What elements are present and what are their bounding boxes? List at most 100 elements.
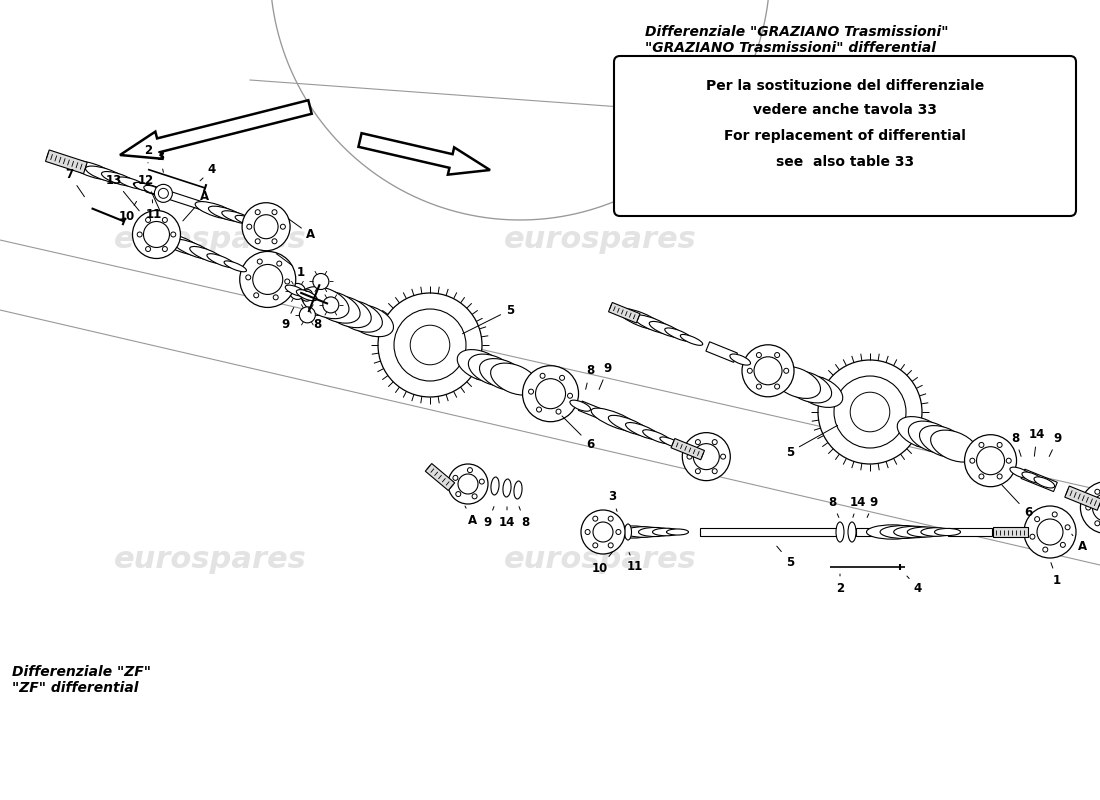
Circle shape: [747, 368, 752, 374]
Polygon shape: [146, 184, 214, 214]
Circle shape: [774, 384, 780, 389]
Text: 9: 9: [1049, 431, 1063, 457]
Circle shape: [410, 325, 450, 365]
Circle shape: [783, 368, 789, 374]
Circle shape: [1094, 521, 1100, 526]
Circle shape: [720, 454, 726, 459]
Circle shape: [132, 210, 180, 258]
Ellipse shape: [652, 528, 680, 536]
Polygon shape: [579, 401, 613, 422]
Ellipse shape: [155, 232, 204, 256]
Circle shape: [458, 474, 478, 494]
Circle shape: [712, 469, 717, 474]
Ellipse shape: [173, 239, 214, 260]
Text: "ZF" differential: "ZF" differential: [12, 681, 139, 695]
Polygon shape: [671, 438, 704, 460]
Circle shape: [608, 516, 613, 521]
Ellipse shape: [921, 528, 953, 536]
Text: 14: 14: [498, 506, 515, 529]
Polygon shape: [89, 166, 94, 174]
Circle shape: [979, 442, 983, 447]
Circle shape: [695, 439, 701, 445]
Text: eurospares: eurospares: [504, 546, 696, 574]
Ellipse shape: [491, 477, 499, 495]
Circle shape: [979, 474, 983, 479]
Ellipse shape: [458, 350, 505, 382]
Text: 1: 1: [276, 254, 305, 278]
Circle shape: [965, 434, 1016, 486]
Text: 8: 8: [519, 506, 529, 529]
Circle shape: [757, 384, 761, 389]
Circle shape: [1006, 458, 1011, 463]
Text: vedere anche tavola 33: vedere anche tavola 33: [754, 103, 937, 117]
Text: 10: 10: [119, 202, 136, 223]
Ellipse shape: [615, 524, 622, 540]
Ellipse shape: [649, 322, 683, 338]
Circle shape: [246, 224, 252, 230]
Polygon shape: [608, 302, 640, 323]
Circle shape: [712, 439, 717, 445]
Ellipse shape: [195, 202, 238, 219]
Circle shape: [138, 232, 142, 237]
Circle shape: [299, 307, 316, 323]
Ellipse shape: [634, 315, 673, 334]
Ellipse shape: [101, 171, 136, 186]
Ellipse shape: [190, 246, 226, 264]
Circle shape: [608, 543, 613, 548]
Circle shape: [616, 530, 620, 534]
Text: 6: 6: [1002, 485, 1032, 519]
Circle shape: [280, 224, 285, 230]
Text: 4: 4: [200, 163, 216, 181]
Circle shape: [1086, 505, 1091, 510]
Ellipse shape: [625, 526, 663, 538]
Circle shape: [394, 309, 466, 381]
Polygon shape: [1021, 469, 1057, 491]
Circle shape: [1092, 494, 1100, 522]
Ellipse shape: [880, 526, 927, 538]
Ellipse shape: [898, 417, 945, 449]
Text: eurospares: eurospares: [504, 226, 696, 254]
Circle shape: [850, 392, 890, 432]
Circle shape: [682, 433, 730, 481]
Circle shape: [742, 345, 794, 397]
FancyBboxPatch shape: [614, 56, 1076, 216]
Circle shape: [273, 295, 278, 300]
Circle shape: [1053, 512, 1057, 517]
Text: 8: 8: [1011, 431, 1021, 456]
Circle shape: [977, 446, 1004, 474]
Ellipse shape: [1010, 467, 1031, 478]
Text: For replacement of differential: For replacement of differential: [724, 129, 966, 143]
Ellipse shape: [285, 285, 306, 296]
Circle shape: [453, 475, 458, 480]
Ellipse shape: [133, 182, 156, 192]
Circle shape: [257, 259, 262, 264]
Ellipse shape: [625, 524, 631, 540]
Ellipse shape: [909, 421, 956, 453]
Text: 5: 5: [462, 303, 514, 334]
Circle shape: [245, 275, 251, 280]
Ellipse shape: [323, 296, 371, 328]
Circle shape: [997, 474, 1002, 479]
Text: 6: 6: [562, 416, 594, 450]
Ellipse shape: [931, 430, 978, 462]
Circle shape: [254, 293, 258, 298]
Circle shape: [695, 469, 701, 474]
Ellipse shape: [664, 328, 693, 342]
Circle shape: [143, 222, 169, 247]
Text: Per la sostituzione del differenziale: Per la sostituzione del differenziale: [706, 79, 984, 93]
Polygon shape: [856, 528, 890, 536]
Text: 9: 9: [867, 495, 878, 518]
Circle shape: [455, 491, 461, 497]
Text: 3: 3: [608, 490, 617, 511]
Ellipse shape: [118, 177, 146, 189]
Circle shape: [757, 353, 761, 358]
Circle shape: [480, 479, 484, 484]
Text: "GRAZIANO Trasmissioni" differential: "GRAZIANO Trasmissioni" differential: [645, 41, 936, 55]
Circle shape: [556, 409, 561, 414]
Ellipse shape: [69, 161, 116, 180]
Polygon shape: [45, 150, 87, 174]
Polygon shape: [706, 342, 737, 362]
Circle shape: [1080, 482, 1100, 534]
Circle shape: [448, 464, 488, 504]
Text: 13: 13: [106, 174, 140, 211]
